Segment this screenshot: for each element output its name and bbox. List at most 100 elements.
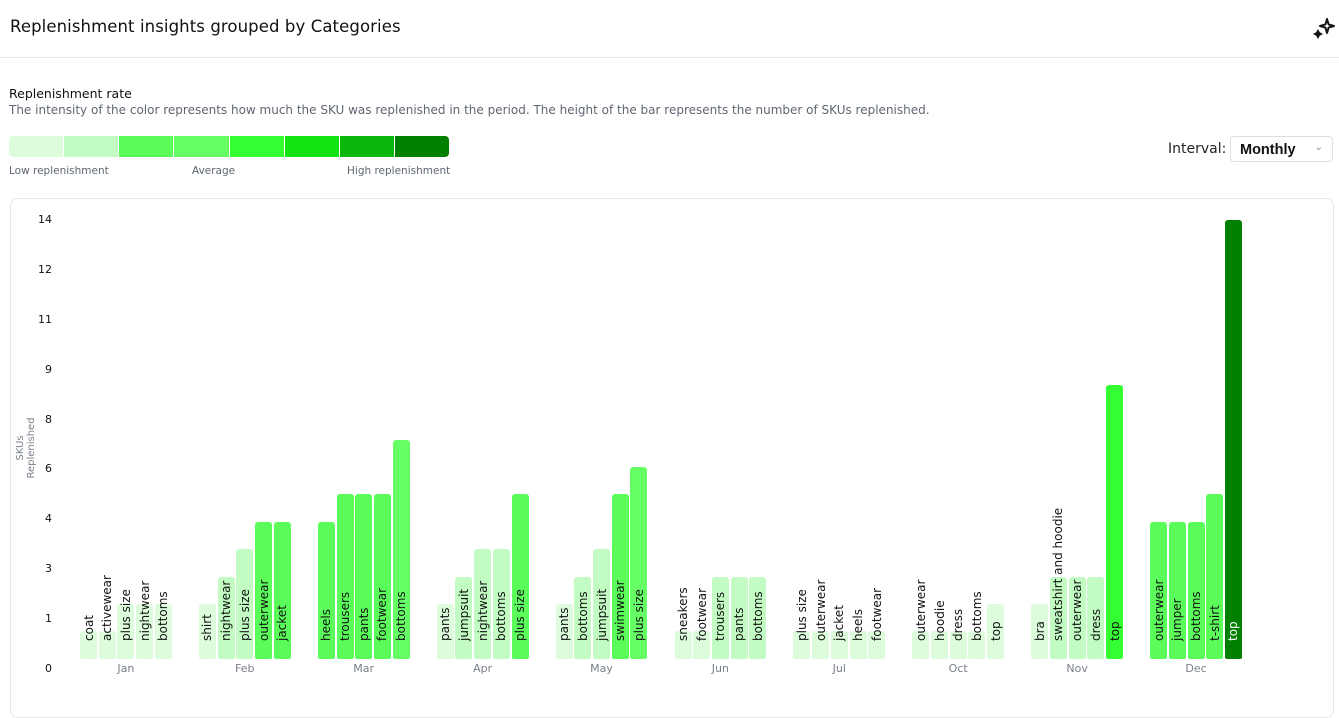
bar[interactable]: outerwear <box>255 521 272 659</box>
bar[interactable]: bottoms <box>492 549 510 659</box>
bar-label: dress <box>1088 608 1103 641</box>
scale-swatch <box>229 136 285 157</box>
scale-swatch <box>119 136 175 157</box>
bar[interactable]: outerwear <box>1150 521 1168 659</box>
bar[interactable]: plus size <box>236 549 254 659</box>
bar-label: bra <box>1032 621 1047 641</box>
bar[interactable]: jumpsuit <box>455 576 473 659</box>
bar-label: plus size <box>237 589 252 641</box>
bar[interactable]: heels <box>849 609 867 659</box>
low-label: Low replenishment <box>9 165 109 177</box>
x-tick-label: Feb <box>235 662 255 675</box>
bar-label: footwear <box>375 587 390 641</box>
bar[interactable]: heels <box>317 521 335 659</box>
bar[interactable]: top <box>1224 220 1242 659</box>
bar[interactable]: top <box>987 604 1005 659</box>
bar-label: plus size <box>513 589 527 641</box>
bar[interactable]: jumper <box>1168 521 1186 659</box>
y-tick-label: 4 <box>45 512 52 526</box>
page-title: Replenishment insights grouped by Catego… <box>10 17 401 36</box>
bar[interactable]: outerwear <box>912 580 930 659</box>
interval-select[interactable]: Monthly ⌄ <box>1230 136 1333 162</box>
bar-label: nightwear <box>475 580 490 641</box>
sparkles-icon[interactable] <box>1312 16 1336 40</box>
bar[interactable]: bottoms <box>574 576 592 659</box>
bar-label: bottoms <box>1189 591 1203 641</box>
bar[interactable]: sneakers <box>674 587 692 659</box>
bar[interactable]: sweatshirt and hoodie <box>1049 508 1067 659</box>
bar[interactable]: bottoms <box>154 591 172 659</box>
bar[interactable]: bottoms <box>968 591 986 659</box>
bar-label: pants <box>732 607 747 641</box>
x-tick-label: Jan <box>117 662 135 675</box>
y-tick-label: 6 <box>45 462 52 476</box>
bar-label: nightwear <box>219 580 234 641</box>
x-tick-label: Dec <box>1185 662 1207 675</box>
bar[interactable]: nightwear <box>217 576 235 659</box>
bar[interactable]: footwear <box>693 588 711 659</box>
bar[interactable]: t-shirt <box>1206 494 1224 659</box>
interval-label: Interval: <box>1168 141 1227 157</box>
bar-label: bottoms <box>969 591 984 641</box>
bar-label: shirt <box>200 614 215 641</box>
bar[interactable]: shirt <box>198 604 216 659</box>
bar-label: outerwear <box>913 579 928 641</box>
bar[interactable]: bra <box>1031 604 1049 659</box>
legend-title: Replenishment rate <box>9 86 132 101</box>
bar[interactable]: plus size <box>511 494 529 659</box>
bar[interactable]: jacket <box>830 605 848 659</box>
bar[interactable]: bottoms <box>392 439 410 659</box>
bar[interactable]: swimwear <box>611 494 629 659</box>
bar[interactable]: bottoms <box>749 576 767 659</box>
bar-label: pants <box>438 607 453 641</box>
scale-swatch <box>64 136 120 157</box>
bar-label: footwear <box>694 587 709 641</box>
bar[interactable]: jumpsuit <box>593 549 610 659</box>
bar[interactable]: plus size <box>630 466 648 659</box>
bar[interactable]: outerwear <box>1068 576 1086 659</box>
bar-label: outerwear <box>813 579 828 641</box>
bar-label: coat <box>81 615 96 641</box>
bar[interactable]: pants <box>730 576 748 659</box>
bar[interactable]: bottoms <box>1187 521 1205 659</box>
y-tick-label: 8 <box>45 412 52 426</box>
bar-label: pants <box>356 607 371 641</box>
bar-label: top <box>1226 621 1241 641</box>
mid-label: Average <box>192 165 236 177</box>
bar[interactable]: top <box>1106 384 1123 659</box>
scale-swatch <box>394 136 449 157</box>
chevron-down-icon: ⌄ <box>1314 142 1323 153</box>
bar[interactable]: footwear <box>868 588 886 659</box>
bar[interactable]: jacket <box>273 521 291 659</box>
bar-label: trousers <box>713 591 728 641</box>
x-tick-label: Oct <box>948 662 968 675</box>
bar[interactable]: footwear <box>373 494 391 659</box>
bar[interactable]: activewear <box>98 575 116 659</box>
bar[interactable]: plus size <box>117 589 135 659</box>
bar[interactable]: nightwear <box>474 549 492 659</box>
bar[interactable]: hoodie <box>931 600 948 659</box>
bar[interactable]: trousers <box>336 494 354 659</box>
bar-label: bottoms <box>156 591 171 641</box>
bar-label: t-shirt <box>1207 605 1222 641</box>
bar-label: jacket <box>832 605 847 641</box>
bar-label: top <box>988 621 1003 641</box>
bar[interactable]: outerwear <box>812 580 830 659</box>
bar[interactable]: dress <box>1087 576 1105 659</box>
bar-label: top <box>1107 621 1122 641</box>
bar[interactable]: pants <box>355 494 373 659</box>
bar[interactable]: pants <box>436 604 454 659</box>
bar-label: jumper <box>1170 598 1185 641</box>
bar[interactable]: pants <box>555 604 573 659</box>
bar[interactable]: dress <box>949 609 967 659</box>
bar[interactable]: trousers <box>711 576 729 659</box>
bar-label: trousers <box>338 591 352 641</box>
y-tick-label: 12 <box>38 262 52 276</box>
bar[interactable]: plus size <box>793 589 811 659</box>
x-tick-label: Nov <box>1066 662 1088 675</box>
bar[interactable]: coat <box>80 615 97 659</box>
bar[interactable]: nightwear <box>136 581 154 659</box>
y-tick-label: 11 <box>38 312 52 326</box>
bar-label: outerwear <box>1151 579 1166 641</box>
bar-label: dress <box>951 608 966 641</box>
